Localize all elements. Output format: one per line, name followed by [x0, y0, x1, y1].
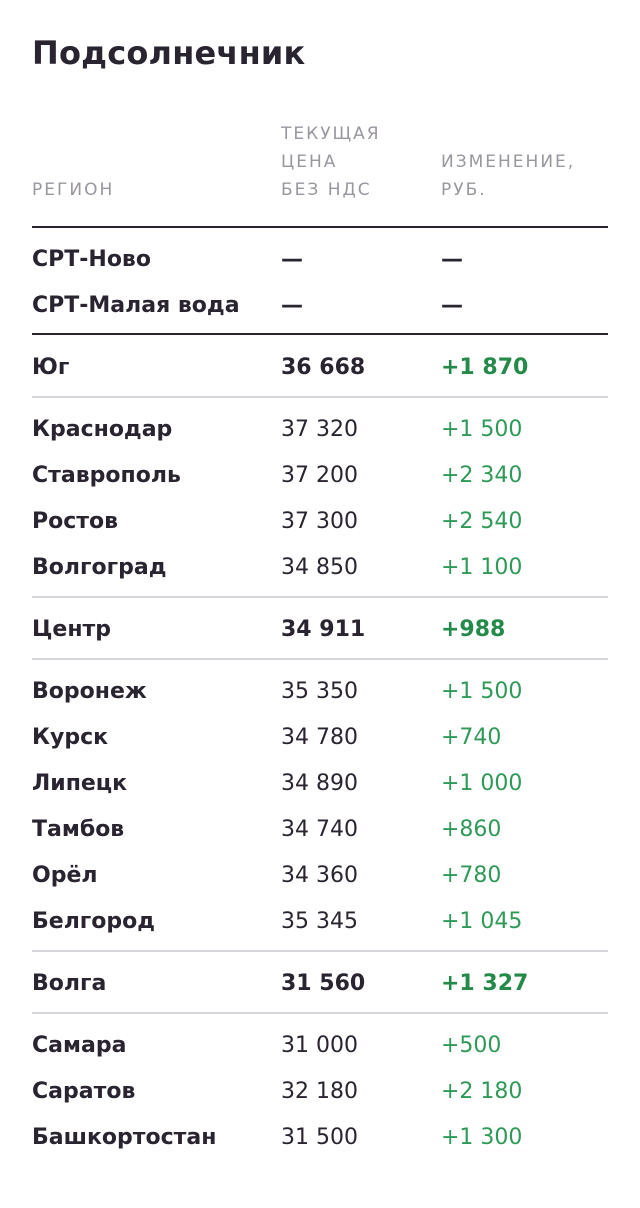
price-value: 37 200: [281, 463, 358, 488]
price-value: 31 560: [281, 971, 366, 996]
region-name: Курск: [32, 725, 109, 750]
column-header-price-line: ТЕКУЩАЯ: [281, 124, 381, 144]
price-value: 32 180: [281, 1079, 358, 1104]
price-value: 34 780: [281, 725, 358, 750]
column-header-change: ИЗМЕНЕНИЕ, РУБ.: [441, 148, 611, 204]
price-value: 37 320: [281, 417, 358, 442]
region-name: Волгоград: [32, 555, 167, 580]
price-value: 34 360: [281, 863, 358, 888]
region-name: СРТ-Ново: [32, 247, 151, 272]
change-value: —: [441, 293, 463, 318]
price-value: 34 740: [281, 817, 358, 842]
header-divider: [32, 226, 608, 228]
change-value: +1 500: [441, 417, 523, 442]
price-value: 34 911: [281, 617, 366, 642]
row-divider: [32, 596, 608, 598]
change-value: +1 100: [441, 555, 523, 580]
change-value: —: [441, 247, 463, 272]
region-name: Волга: [32, 971, 107, 996]
price-value: —: [281, 247, 303, 272]
region-name: СРТ-Малая вода: [32, 293, 240, 318]
change-value: +1 045: [441, 909, 523, 934]
price-value: 31 500: [281, 1125, 358, 1150]
region-name: Тамбов: [32, 817, 125, 842]
page-title: Подсолнечник: [32, 34, 306, 72]
price-value: —: [281, 293, 303, 318]
region-name: Башкортостан: [32, 1125, 217, 1150]
change-value: +1 000: [441, 771, 523, 796]
change-value: +2 540: [441, 509, 523, 534]
region-name: Липецк: [32, 771, 128, 796]
region-name: Юг: [32, 355, 70, 380]
change-value: +1 500: [441, 679, 523, 704]
change-value: +988: [441, 617, 506, 642]
price-value: 31 000: [281, 1033, 358, 1058]
price-value: 37 300: [281, 509, 358, 534]
change-value: +1 327: [441, 971, 529, 996]
row-divider: [32, 950, 608, 952]
row-divider: [32, 396, 608, 398]
column-header-region: РЕГИОН: [32, 180, 115, 200]
price-value: 34 850: [281, 555, 358, 580]
column-header-price-line: БЕЗ НДС: [281, 180, 372, 200]
change-value: +500: [441, 1033, 502, 1058]
region-name: Орёл: [32, 863, 98, 888]
column-header-change-line: ИЗМЕНЕНИЕ,: [441, 152, 576, 172]
region-name: Центр: [32, 617, 112, 642]
column-header-price-line: ЦЕНА: [281, 152, 338, 172]
change-value: +860: [441, 817, 502, 842]
region-name: Ростов: [32, 509, 119, 534]
region-name: Ставрополь: [32, 463, 181, 488]
region-name: Белгород: [32, 909, 156, 934]
region-name: Воронеж: [32, 679, 147, 704]
region-name: Самара: [32, 1033, 127, 1058]
region-name: Саратов: [32, 1079, 136, 1104]
section-divider: [32, 333, 608, 335]
price-value: 34 890: [281, 771, 358, 796]
price-value: 36 668: [281, 355, 366, 380]
row-divider: [32, 658, 608, 660]
column-header-price: ТЕКУЩАЯ ЦЕНА БЕЗ НДС: [281, 120, 431, 204]
change-value: +780: [441, 863, 502, 888]
column-header-change-line: РУБ.: [441, 180, 487, 200]
row-divider: [32, 1012, 608, 1014]
change-value: +2 340: [441, 463, 523, 488]
change-value: +1 870: [441, 355, 529, 380]
change-value: +1 300: [441, 1125, 523, 1150]
price-value: 35 345: [281, 909, 358, 934]
change-value: +740: [441, 725, 502, 750]
change-value: +2 180: [441, 1079, 523, 1104]
region-name: Краснодар: [32, 417, 173, 442]
price-value: 35 350: [281, 679, 358, 704]
